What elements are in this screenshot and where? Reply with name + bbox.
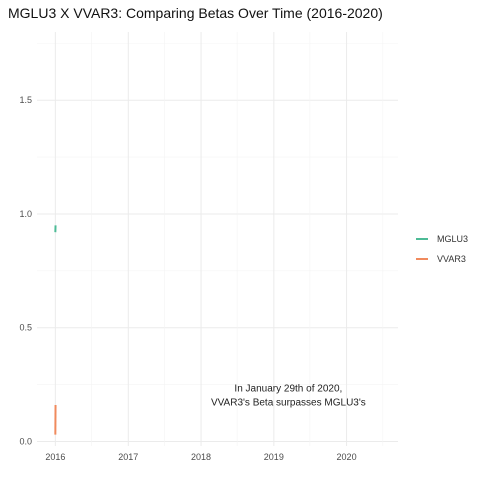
x-tick-label: 2020 xyxy=(337,452,357,462)
x-tick-label: 2016 xyxy=(45,452,65,462)
annotation-line: In January 29th of 2020, xyxy=(234,383,342,394)
x-tick-label: 2019 xyxy=(264,452,284,462)
legend-item-mglu3: MGLU3 xyxy=(416,229,468,249)
annotation-line: VVAR3's Beta surpasses MGLU3's xyxy=(211,397,366,408)
x-axis-tick-labels: 2016 2017 2018 2019 2020 xyxy=(45,452,356,462)
y-axis-tick-labels: 0.0 0.5 1.0 1.5 xyxy=(19,95,32,446)
x-tick-label: 2017 xyxy=(118,452,138,462)
y-tick-label: 1.5 xyxy=(19,95,32,105)
chart-title: MGLU3 X VVAR3: Comparing Betas Over Time… xyxy=(8,5,383,21)
legend-key-vvar3 xyxy=(416,258,428,260)
legend-item-vvar3: VVAR3 xyxy=(416,249,468,269)
x-tick-label: 2018 xyxy=(191,452,211,462)
legend-label-mglu3: MGLU3 xyxy=(437,234,469,244)
annotations: In January 29th of 2020, VVAR3's Beta sur… xyxy=(211,383,366,408)
y-tick-label: 1.0 xyxy=(19,209,32,219)
legend: MGLU3 VVAR3 xyxy=(416,229,468,269)
legend-label-vvar3: VVAR3 xyxy=(437,254,466,264)
y-tick-label: 0.0 xyxy=(19,436,32,446)
y-tick-label: 0.5 xyxy=(19,323,32,333)
grid-lines xyxy=(37,32,398,446)
legend-key-mglu3 xyxy=(416,238,428,240)
